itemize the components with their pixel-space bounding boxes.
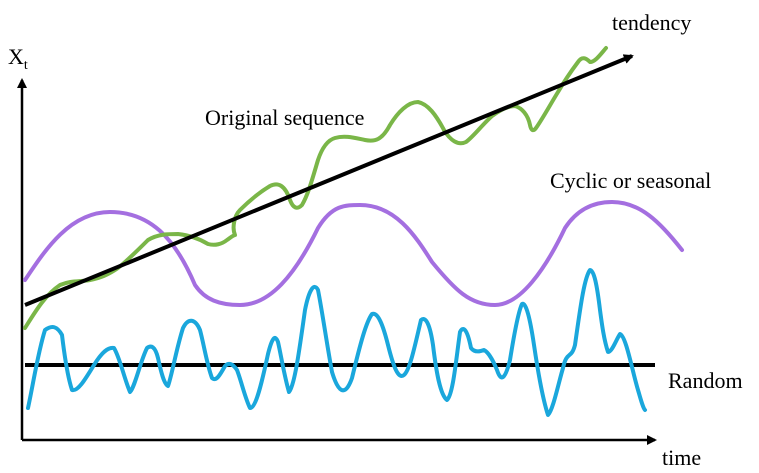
- random-label: Random: [668, 368, 743, 393]
- original-sequence-curve: [23, 46, 608, 330]
- trend-line: [24, 54, 634, 307]
- random-curve: [26, 268, 647, 417]
- y-axis-label-main: X: [8, 44, 24, 69]
- y-axis-label: Xt: [8, 44, 28, 73]
- original-sequence-label: Original sequence: [205, 105, 364, 130]
- x-axis-label: time: [662, 445, 701, 470]
- cyclic-curve: [23, 199, 684, 308]
- y-axis-label-sub: t: [24, 58, 28, 73]
- trend-label: tendency: [612, 10, 691, 35]
- cyclic-label: Cyclic or seasonal: [550, 168, 711, 193]
